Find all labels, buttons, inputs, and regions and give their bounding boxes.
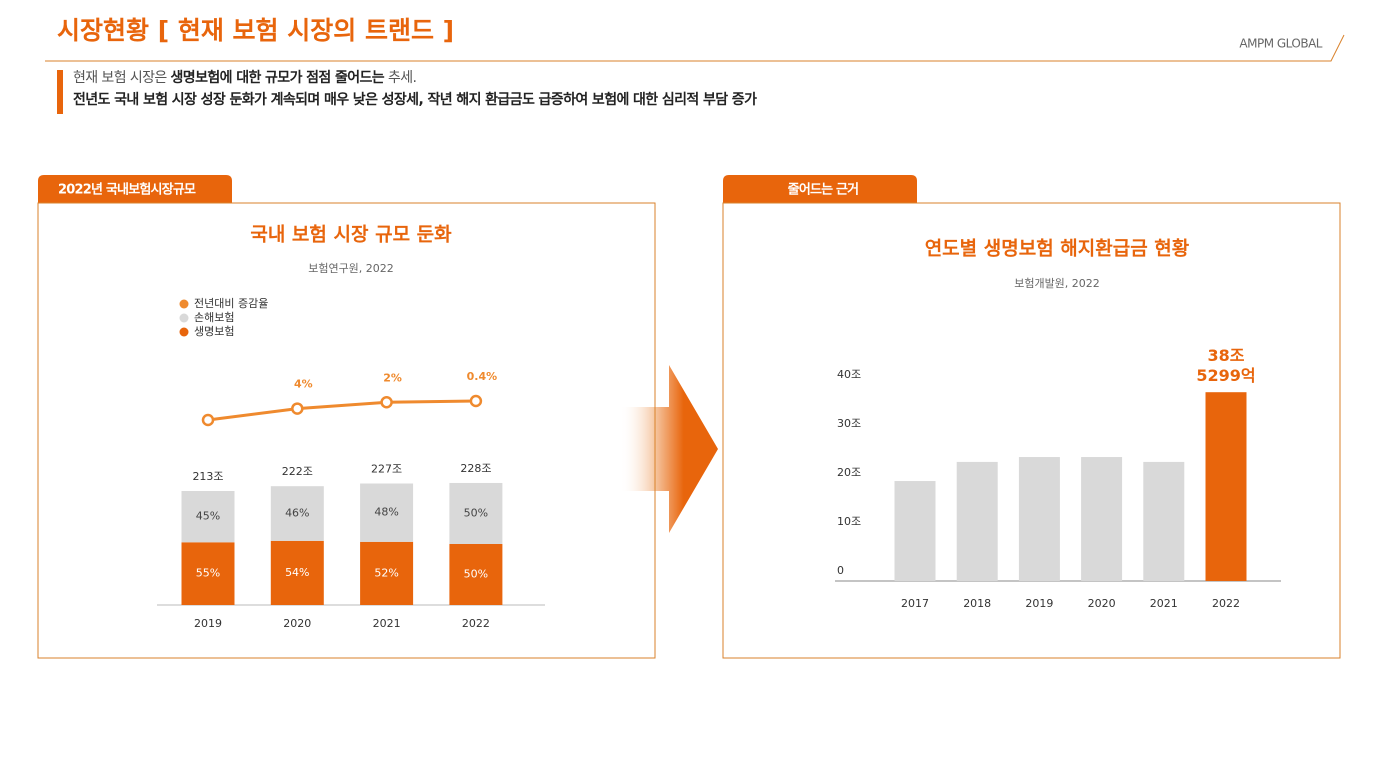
x-tick-label: 2017 [901,597,929,610]
bar-segment [270,540,324,605]
x-tick-label: 2018 [963,597,991,610]
bar [1205,392,1247,581]
growth-point [380,396,393,409]
bar-segment [181,491,235,543]
total-label: 222조 [282,465,313,478]
accent-bar [57,70,63,114]
segment-label: 48% [374,506,398,519]
total-label: 227조 [371,463,402,476]
header-rule [45,34,1345,62]
legend-marker [179,327,189,337]
tab [38,175,232,203]
segment-label: 55% [196,567,220,580]
x-tick-label: 2022 [462,617,490,630]
tab-label: 2022년 국내보험시장규모 [58,182,196,198]
x-tick-label: 2019 [194,617,222,630]
arrow [620,365,718,533]
bar-segment [360,541,414,605]
total-label: 213조 [192,470,223,483]
growth-point [469,394,483,408]
segment-label: 52% [374,566,398,579]
segment-label: 54% [285,566,309,579]
x-tick-label: 2020 [1088,597,1116,610]
legend-label: 생명보험 [194,325,234,338]
bar [1143,461,1185,581]
growth-label: 2% [383,371,402,384]
growth-label: 0.4% [467,370,498,383]
y-tick-label: 0 [837,564,844,577]
growth-point [291,402,304,415]
segment-label: 46% [285,507,309,520]
y-tick-label: 10조 [837,515,861,528]
panel-frame [722,202,1341,659]
value-label: 38조 5299억 [1196,346,1255,385]
page-title: 시장현황 [ 현재 보험 시장의 트랜드 ] [57,16,454,45]
bar-segment [270,486,324,541]
chart-subtitle: 보험개발원, 2022 [1014,277,1100,290]
bar-segment [449,482,503,544]
y-tick-label: 40조 [837,368,861,381]
growth-point [201,413,215,427]
legend-marker [179,313,189,323]
chart-title: 연도별 생명보험 해지환급금 현황 [925,237,1190,260]
bar-segment [181,542,235,605]
legend-marker [179,299,189,309]
x-tick-label: 2020 [283,617,311,630]
tab [723,175,917,203]
brand: AMPM GLOBAL [1239,37,1322,51]
description-line: 전년도 국내 보험 시장 성장 둔화가 계속되며 매우 낮은 성장세, 작년 해… [73,91,757,108]
description-text: 현재 보험 시장은 [73,70,171,86]
description: 현재 보험 시장은 생명보험에 대한 규모가 점점 줄어드는 추세. 전년도 국내… [73,69,758,108]
segment-label: 50% [464,567,488,580]
total-label: 228조 [460,462,491,475]
tab-label: 줄어드는 근거 [788,182,859,198]
description-text: 전년도 국내 보험 시장 성장 둔화가 계속되며 매우 낮은 성장세, 작년 해… [73,91,757,108]
chart-subtitle: 보험연구원, 2022 [308,262,394,275]
y-tick-label: 20조 [837,466,861,479]
growth-line [207,399,476,422]
bar-segment [449,543,503,605]
segment-label: 45% [196,510,220,523]
y-tick-label: 30조 [837,417,861,430]
bar [956,461,998,581]
legend-label: 손해보험 [194,310,234,324]
description-text: 추세. [384,70,416,86]
bar [1018,457,1060,581]
description-text: 생명보험에 대한 규모가 점점 줄어드는 [171,69,385,86]
segment-label: 50% [464,506,488,519]
growth-label: 4% [294,378,313,391]
panel-frame [37,202,656,659]
x-tick-label: 2021 [373,617,401,630]
bar [1081,457,1123,581]
bar-segment [360,483,414,542]
chart-title: 국내 보험 시장 규모 둔화 [250,224,452,246]
legend-label: 전년대비 증감율 [194,297,268,310]
description-line: 현재 보험 시장은 생명보험에 대한 규모가 점점 줄어드는 추세. [73,69,416,86]
x-tick-label: 2021 [1150,597,1178,610]
x-tick-label: 2022 [1212,597,1240,610]
bar [894,481,936,581]
x-tick-label: 2019 [1025,597,1053,610]
